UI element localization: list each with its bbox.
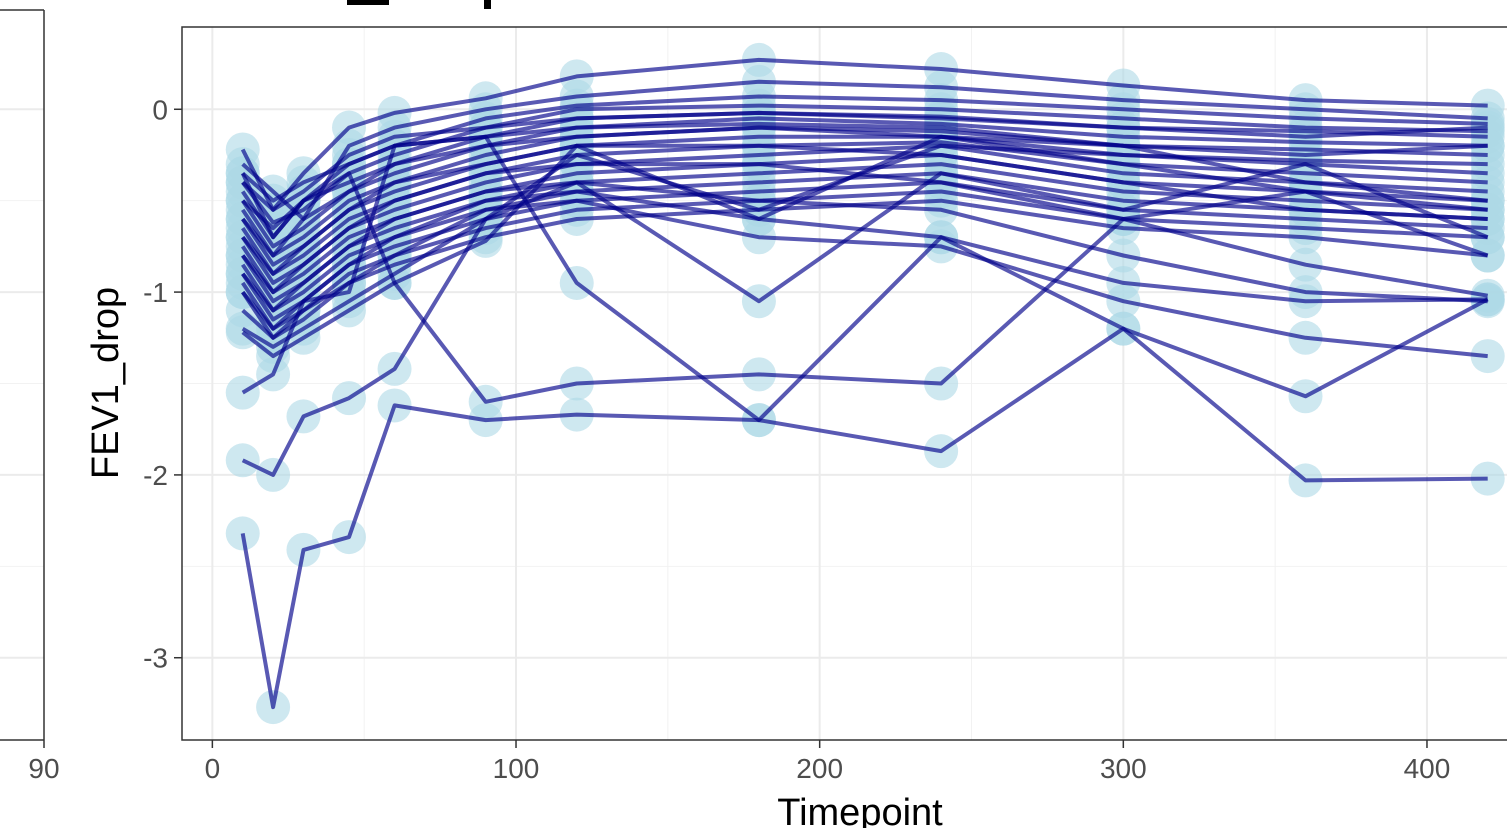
series-lines [240,57,1489,710]
data-point [1470,339,1505,374]
series-line-4 [241,103,1488,225]
x-tick-label: 100 [493,753,540,784]
series-line-3 [241,94,1488,203]
series-line-16 [241,198,1488,340]
series-line-25 [241,143,1488,349]
series-line-1 [240,57,1488,212]
y-tick-label: -2 [143,460,168,491]
left-panel-x-tick-label: 90 [28,753,59,784]
series-line-27 [240,171,1489,404]
plot-panel-border [181,26,1507,741]
x-tick-label: 0 [205,753,221,784]
series-line-19 [241,125,1488,258]
y-tick-label: -3 [143,643,168,674]
series-line-30 [240,326,1488,710]
y-tick-label: 0 [152,94,168,125]
left-panel: 90 [0,9,60,784]
series-line-21 [241,162,1489,298]
title-fragment-stem [484,0,491,9]
x-tick-label: 400 [1404,753,1451,784]
series-line-26 [241,134,1488,359]
series-line-2 [241,79,1488,221]
title-fragment [347,0,491,9]
series-line-28 [241,134,1489,423]
series-line-29 [241,162,1489,477]
series-line-11 [241,153,1488,295]
series-line-20 [241,143,1488,276]
x-tick-label: 200 [796,753,843,784]
x-tick-label: 300 [1100,753,1147,784]
series-line-17 [241,110,1488,212]
series-line-6 [241,116,1488,249]
y-axis: 0 -1 -2 -3 [143,94,182,674]
title-fragment-underscore [347,0,389,5]
y-axis-title: FEV1_drop [85,287,127,479]
data-point [1470,461,1505,496]
x-axis-title: Timepoint [777,792,943,828]
y-tick-label: -1 [143,277,168,308]
series-line-9 [241,140,1488,276]
left-panel-grid [0,108,44,659]
x-axis: 0 100 200 300 400 [205,740,1451,784]
plot-panel [181,26,1507,741]
